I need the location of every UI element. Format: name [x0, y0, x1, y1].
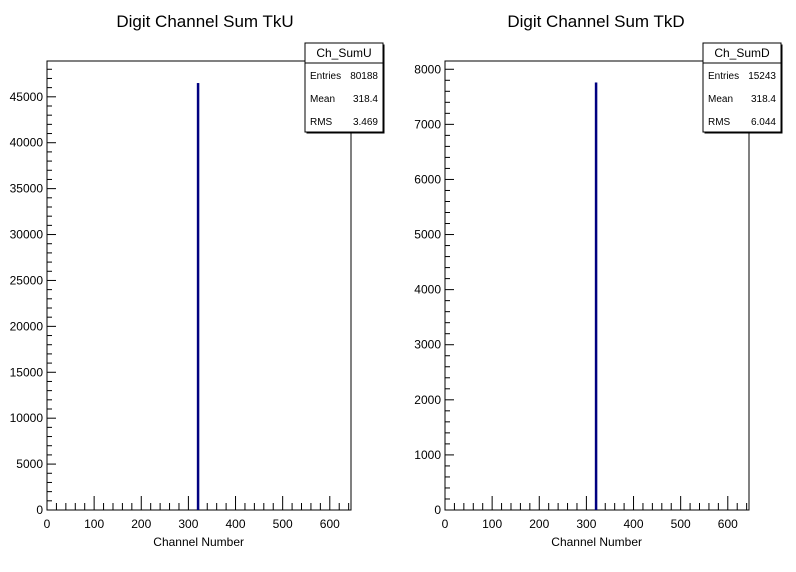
x-tick-label: 600 [718, 517, 738, 531]
y-tick-label: 7000 [414, 117, 441, 131]
histogram-panel-2: Digit Channel Sum TkD 0 100 200 300 400 500 600… [414, 12, 783, 549]
x-axis-title: Channel Number [153, 535, 244, 549]
histogram-bar [196, 83, 200, 511]
x-tick-label: 100 [482, 517, 502, 531]
y-tick-label: 40000 [10, 136, 44, 150]
stats-box [702, 42, 782, 133]
y-tick-label: 25000 [10, 273, 44, 287]
y-tick-label: 1000 [414, 448, 441, 462]
x-axis-title: Channel Number [551, 535, 642, 549]
x-tick-label: 0 [44, 517, 51, 531]
x-tick-label: 100 [84, 517, 104, 531]
x-tick-label: 500 [671, 517, 691, 531]
y-tick-label: 10000 [10, 411, 44, 425]
y-tick-label: 30000 [10, 228, 44, 242]
stats-value: 15243 [748, 71, 776, 82]
y-tick-label: 4000 [414, 283, 441, 297]
stats-label: Mean [708, 94, 733, 105]
chart-title: Digit Channel Sum TkU [116, 12, 293, 31]
stats-box [304, 42, 384, 133]
x-tick-label: 400 [624, 517, 644, 531]
y-tick-label: 20000 [10, 319, 44, 333]
chart-title: Digit Channel Sum TkD [507, 12, 684, 31]
y-tick-label: 6000 [414, 172, 441, 186]
x-tick-label: 0 [442, 517, 449, 531]
x-tick-label: 400 [226, 517, 246, 531]
y-tick-label: 15000 [10, 365, 44, 379]
y-tick-label: 8000 [414, 62, 441, 76]
x-tick-label: 200 [131, 517, 151, 531]
stats-label: Mean [310, 94, 335, 105]
y-tick-label: 5000 [16, 457, 43, 471]
y-tick-label: 0 [434, 503, 441, 517]
stats-value: 80188 [350, 71, 378, 82]
x-tick-label: 300 [576, 517, 596, 531]
y-tick-label: 3000 [414, 338, 441, 352]
histogram-panel-1: Digit Channel Sum TkU 0 100 200 300 400 500 600… [10, 12, 385, 549]
y-tick-label: 0 [36, 503, 43, 517]
stats-label: RMS [310, 117, 333, 128]
y-tick-label: 35000 [10, 182, 44, 196]
x-tick-label: 500 [273, 517, 293, 531]
y-tick-label: 45000 [10, 90, 44, 104]
stats-box-title: Ch_SumD [714, 46, 770, 60]
stats-label: Entries [310, 71, 341, 82]
y-tick-label: 5000 [414, 228, 441, 242]
x-tick-label: 300 [178, 517, 198, 531]
stats-box-title: Ch_SumU [316, 46, 371, 60]
x-tick-label: 200 [529, 517, 549, 531]
stats-value: 3.469 [353, 117, 378, 128]
y-tick-label: 2000 [414, 393, 441, 407]
stats-value: 318.4 [353, 94, 378, 105]
stats-label: RMS [708, 117, 731, 128]
x-tick-label: 600 [320, 517, 340, 531]
stats-value: 318.4 [751, 94, 776, 105]
stats-value: 6.044 [751, 117, 776, 128]
stats-label: Entries [708, 71, 739, 82]
histogram-bar [594, 82, 598, 510]
